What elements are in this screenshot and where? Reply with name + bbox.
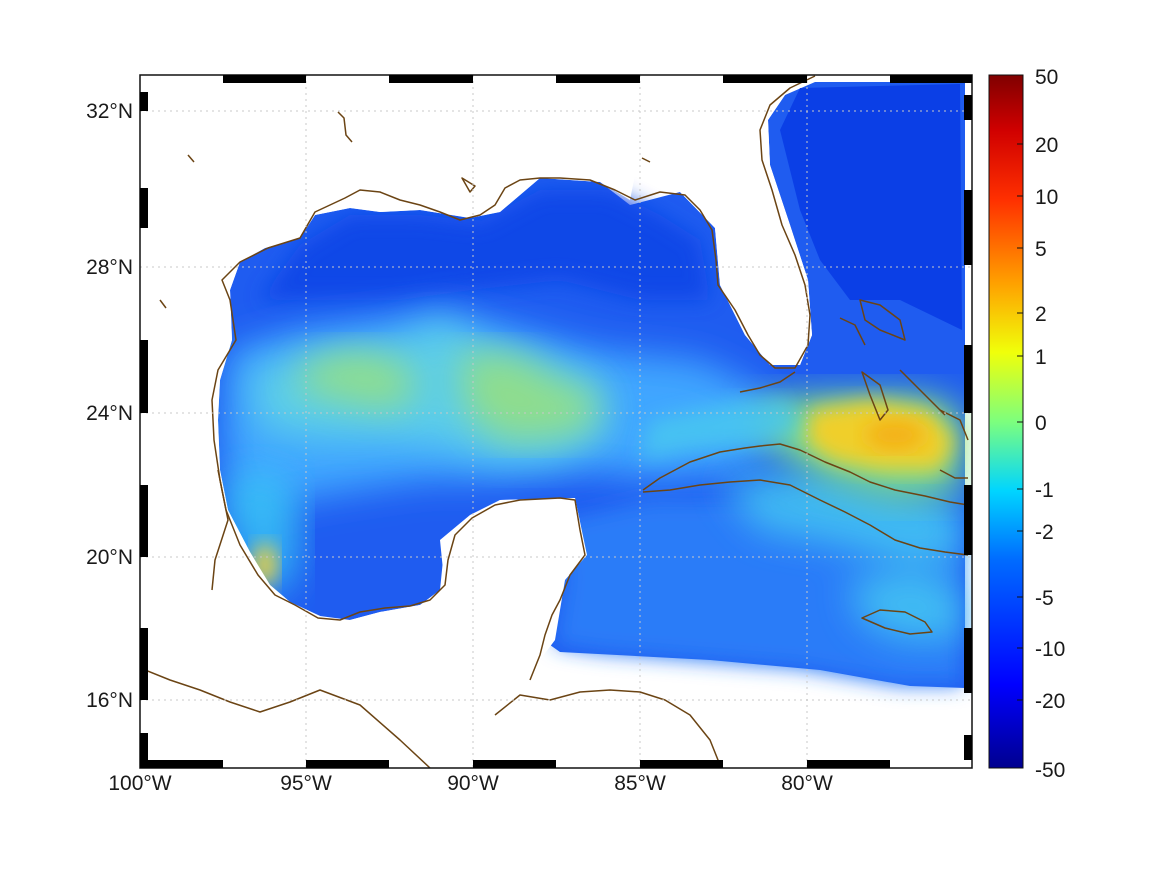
lat-label-24n: 24°N	[86, 402, 133, 425]
latitude-labels: 32°N 28°N 24°N 20°N 16°N	[86, 100, 133, 712]
colorbar-ticks	[1017, 143, 1023, 701]
yucatan-land	[300, 498, 587, 768]
map-frame	[139, 74, 973, 769]
atlantic-deep-patch	[780, 84, 962, 330]
caribbean-cyan	[720, 470, 962, 640]
lon-label-100w: 100°W	[108, 772, 171, 795]
frame-right-dashes	[964, 95, 972, 760]
lat-label-20n: 20°N	[86, 546, 133, 569]
frame-bottom-dashes	[140, 760, 890, 768]
coastlines	[140, 75, 969, 768]
us-gulf-coast-land	[140, 75, 660, 768]
florida-land	[640, 75, 815, 365]
lon-label-90w: 90°W	[447, 772, 499, 795]
bahamas-hot-core	[865, 420, 925, 450]
honduras-coastline	[494, 689, 721, 766]
colorbar: 50 20 10 5 2 1 0 -1 -2 -5 -10 -20 -50	[988, 66, 1065, 782]
cb-label-0: 0	[1035, 412, 1047, 435]
cb-label-5: 5	[1035, 238, 1047, 261]
hispaniola-coastline	[939, 409, 969, 479]
lat-label-16n: 16°N	[86, 689, 133, 712]
us-gulf-coastline	[211, 75, 816, 591]
lat-label-28n: 28°N	[86, 256, 133, 279]
bahamas-coastline	[839, 299, 946, 421]
frame-left-dashes	[140, 92, 148, 760]
jamaica-coastline	[861, 609, 933, 635]
lon-label-80w: 80°W	[781, 772, 833, 795]
lon-label-95w: 95°W	[280, 772, 332, 795]
honduras-land	[500, 690, 730, 768]
islands-north	[159, 111, 651, 309]
cb-label-1: 1	[1035, 346, 1047, 369]
frame-top-dashes	[223, 75, 972, 83]
cb-label-neg20: -20	[1035, 690, 1065, 713]
graticule	[140, 75, 972, 768]
north-gulf-deep	[260, 190, 710, 300]
lon-label-85w: 85°W	[614, 772, 666, 795]
cb-label-10: 10	[1035, 186, 1058, 209]
cb-label-20: 20	[1035, 134, 1058, 157]
central-america-coastline	[140, 667, 431, 768]
mexico-coastline	[217, 469, 586, 681]
cb-label-neg2: -2	[1035, 521, 1054, 544]
florida-straits-band	[640, 400, 800, 460]
colorbar-labels: 50 20 10 5 2 1 0 -1 -2 -5 -10 -20 -50	[1035, 66, 1065, 782]
cb-label-neg50: -50	[1035, 759, 1065, 782]
cb-label-neg5: -5	[1035, 587, 1054, 610]
longitude-labels: 100°W 95°W 90°W 85°W 80°W	[108, 772, 833, 795]
florida-keys-coastline	[739, 371, 796, 393]
cuba-coastline	[642, 443, 969, 556]
cb-label-neg10: -10	[1035, 638, 1065, 661]
cb-label-neg1: -1	[1035, 479, 1054, 502]
cb-label-50: 50	[1035, 66, 1058, 89]
cb-label-2: 2	[1035, 303, 1047, 326]
land-mask	[140, 75, 815, 768]
data-field	[218, 82, 965, 688]
lat-label-32n: 32°N	[86, 100, 133, 123]
central-gulf-green	[300, 350, 600, 440]
